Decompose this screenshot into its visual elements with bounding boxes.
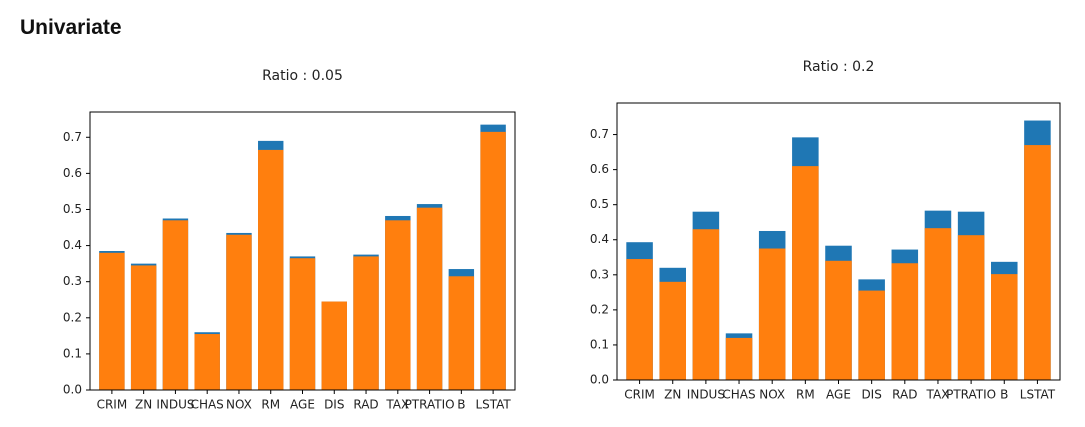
x-tick-label: INDUS bbox=[687, 388, 725, 402]
x-tick-label: AGE bbox=[826, 388, 851, 402]
page-title: Univariate bbox=[20, 16, 122, 39]
x-tick-label: PTRATIO bbox=[946, 388, 996, 402]
bar bbox=[162, 220, 189, 390]
y-tick-label: 0.7 bbox=[63, 130, 82, 144]
x-tick-label: RAD bbox=[353, 398, 378, 412]
bar bbox=[353, 256, 379, 390]
x-tick-label: CRIM bbox=[97, 398, 128, 412]
x-tick-label: B bbox=[457, 398, 465, 412]
bar bbox=[891, 263, 919, 380]
bar bbox=[758, 248, 786, 380]
x-tick-label: PTRATIO bbox=[405, 398, 455, 412]
y-tick-label: 0.0 bbox=[590, 373, 609, 387]
y-tick-label: 0.1 bbox=[63, 346, 82, 360]
bar bbox=[858, 290, 885, 380]
bar bbox=[226, 234, 252, 390]
x-tick-label: ZN bbox=[664, 388, 681, 402]
chart-title: Ratio : 0.05 bbox=[262, 68, 343, 84]
x-tick-label: LSTAT bbox=[1020, 388, 1056, 402]
x-tick-label: NOX bbox=[226, 398, 252, 412]
x-tick-label: CRIM bbox=[624, 388, 655, 402]
bar bbox=[957, 235, 985, 380]
bar bbox=[385, 220, 411, 390]
x-tick-label: AGE bbox=[290, 398, 315, 412]
y-tick-label: 0.5 bbox=[63, 202, 82, 216]
chart-title: Ratio : 0.2 bbox=[803, 59, 875, 75]
x-tick-label: B bbox=[1000, 388, 1008, 402]
y-tick-label: 0.2 bbox=[590, 302, 609, 316]
bar bbox=[825, 260, 852, 380]
x-tick-label: RM bbox=[261, 398, 280, 412]
bar bbox=[659, 281, 686, 380]
y-tick-label: 0.1 bbox=[590, 337, 609, 351]
y-tick-label: 0.4 bbox=[63, 238, 82, 252]
y-tick-label: 0.5 bbox=[590, 197, 609, 211]
x-tick-label: LSTAT bbox=[475, 398, 511, 412]
bar bbox=[321, 301, 347, 390]
bar bbox=[626, 259, 653, 380]
bar bbox=[692, 229, 720, 380]
bar bbox=[792, 166, 819, 380]
bar bbox=[725, 337, 753, 380]
x-tick-label: CHAS bbox=[191, 398, 224, 412]
bar bbox=[924, 228, 952, 380]
bar bbox=[991, 274, 1018, 380]
y-tick-label: 0.3 bbox=[63, 274, 82, 288]
y-tick-label: 0.3 bbox=[590, 267, 609, 281]
y-tick-label: 0.6 bbox=[590, 162, 609, 176]
x-tick-label: NOX bbox=[759, 388, 785, 402]
y-tick-label: 0.0 bbox=[63, 383, 82, 397]
bar bbox=[289, 258, 316, 390]
bar bbox=[448, 276, 475, 390]
x-tick-label: RM bbox=[796, 388, 815, 402]
bar bbox=[1024, 145, 1051, 380]
x-tick-label: TAX bbox=[385, 398, 409, 412]
y-tick-label: 0.4 bbox=[590, 232, 609, 246]
x-tick-label: TAX bbox=[926, 388, 950, 402]
x-tick-label: CHAS bbox=[722, 388, 755, 402]
bar bbox=[99, 252, 125, 390]
bar bbox=[130, 265, 157, 390]
x-tick-label: ZN bbox=[135, 398, 152, 412]
bar bbox=[258, 149, 284, 390]
bar bbox=[480, 131, 506, 390]
y-tick-label: 0.2 bbox=[63, 310, 82, 324]
y-tick-label: 0.7 bbox=[590, 127, 609, 141]
x-tick-label: DIS bbox=[861, 388, 881, 402]
bar bbox=[194, 334, 220, 390]
x-tick-label: INDUS bbox=[156, 398, 194, 412]
bar bbox=[416, 207, 443, 390]
x-tick-label: RAD bbox=[892, 388, 917, 402]
x-tick-label: DIS bbox=[324, 398, 344, 412]
y-tick-label: 0.6 bbox=[63, 166, 82, 180]
